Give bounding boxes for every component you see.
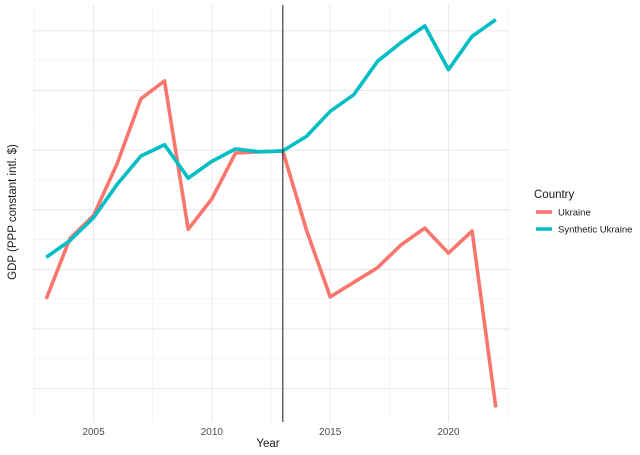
x-axis-ticks: 2005 2010 2015 2020	[82, 427, 460, 438]
x-tick-label: 2005	[82, 427, 105, 438]
series-lines	[44, 18, 498, 408]
legend-label: Ukraine	[558, 208, 591, 219]
legend-title: Country	[534, 189, 575, 201]
x-tick-label: 2020	[437, 427, 460, 438]
x-tick-label: 2010	[201, 427, 224, 438]
x-tick-label: 2015	[319, 427, 342, 438]
legend-items: Ukraine Synthetic Ukraine	[536, 208, 632, 236]
x-axis-title: Year	[256, 438, 279, 450]
minor-gridlines	[32, 5, 510, 422]
series-line-synthetic-ukraine	[45, 18, 497, 259]
legend-label: Synthetic Ukraine	[558, 225, 632, 236]
legend: Country Ukraine Synthetic Ukraine	[534, 189, 632, 236]
major-gridlines	[32, 5, 510, 422]
y-axis-title: GDP (PPP constant intl. $)	[7, 144, 19, 280]
